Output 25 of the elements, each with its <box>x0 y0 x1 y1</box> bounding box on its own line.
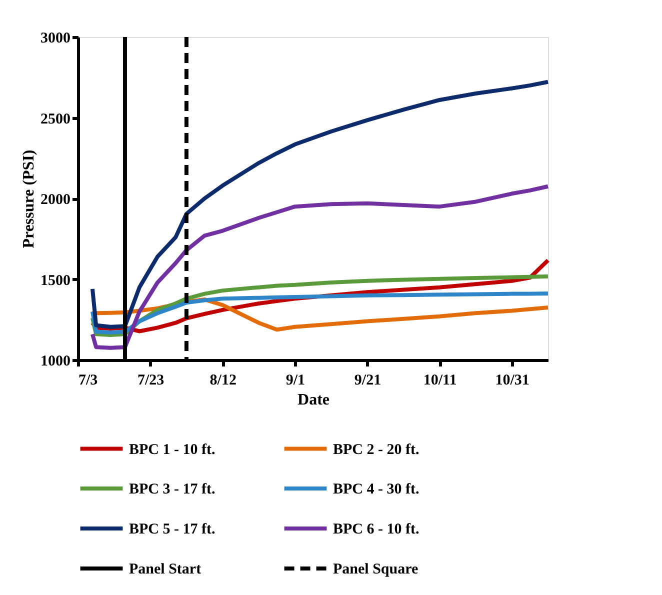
y-tick-label: 2500 <box>40 111 70 128</box>
x-axis-title: Date <box>298 392 330 408</box>
line-series <box>90 184 550 350</box>
line-series <box>90 80 550 329</box>
x-tick-label: 9/21 <box>354 372 382 388</box>
legend-label: Panel Square <box>333 562 418 578</box>
legend-label: BPC 4 - 30 ft. <box>333 482 420 498</box>
x-tick-label: 7/3 <box>78 372 98 388</box>
x-tick-label: 7/23 <box>137 372 164 388</box>
x-tick-label: 8/12 <box>210 372 236 388</box>
legend-label: BPC 3 - 17 ft. <box>129 482 216 498</box>
x-tick-label: 10/11 <box>423 372 457 388</box>
y-tick-label: 2000 <box>40 192 70 208</box>
x-tick-label: 9/1 <box>286 372 306 388</box>
legend-label: BPC 6 - 10 ft. <box>333 522 420 538</box>
legend-label: BPC 5 - 17 ft. <box>129 522 216 538</box>
y-tick-label: 3000 <box>40 30 70 46</box>
x-tick-label: 10/31 <box>495 372 530 388</box>
y-tick-label: 1500 <box>40 272 70 289</box>
y-tick-label: 1000 <box>40 354 70 370</box>
line-series <box>90 291 550 335</box>
legend-label: Panel Start <box>129 562 202 578</box>
legend-label: BPC 1 - 10 ft. <box>129 442 216 458</box>
y-axis-title: Pressure (PSI) <box>20 150 38 248</box>
legend-label: BPC 2 - 20 ft. <box>333 442 420 458</box>
